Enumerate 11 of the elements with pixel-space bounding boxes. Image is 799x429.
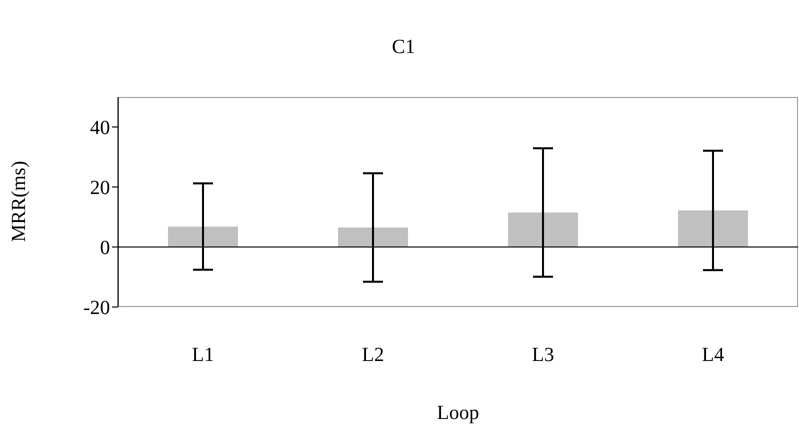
chart-title: C1 — [390, 36, 416, 59]
y-tick-label: 0 — [100, 237, 110, 260]
x-tick-label: L2 — [362, 344, 384, 366]
x-tick-label: L3 — [532, 344, 554, 366]
x-tick-label: L1 — [192, 344, 214, 366]
y-axis-title: MRR(ms) — [8, 160, 30, 242]
x-axis-title: Loop — [436, 402, 480, 424]
y-tick-label: 20 — [90, 177, 110, 200]
y-tick-label: -20 — [83, 297, 110, 320]
y-tick-label: 40 — [90, 117, 110, 140]
x-tick-label: L4 — [702, 344, 724, 366]
